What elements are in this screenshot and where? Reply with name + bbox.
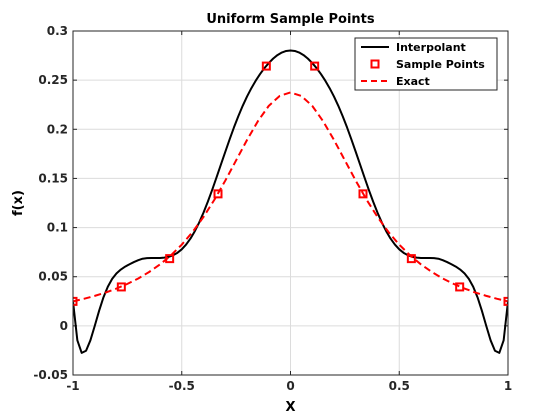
y-tick-label: 0	[60, 319, 68, 333]
y-tick-label: 0.15	[38, 171, 68, 185]
x-tick-label: -0.5	[169, 379, 195, 393]
sample-points-marker	[213, 189, 223, 199]
y-tick-label: 0.3	[47, 24, 68, 38]
sample-points-marker	[310, 61, 320, 71]
y-tick-label: 0.05	[38, 270, 68, 284]
x-tick-label: 1	[504, 379, 512, 393]
legend-label-interpolant: Interpolant	[396, 41, 466, 54]
x-tick-label: 0	[286, 379, 294, 393]
legend-label-sample-points: Sample Points	[396, 58, 485, 71]
chart-title: Uniform Sample Points	[206, 12, 375, 27]
y-axis-label: f(x)	[11, 190, 26, 216]
y-tick-label: 0.1	[47, 221, 68, 235]
y-axis-ticks: -0.05 0 0.05 0.1 0.15 0.2 0.25 0.3	[33, 24, 508, 382]
y-tick-label: 0.25	[38, 73, 68, 87]
sample-points-marker	[165, 254, 175, 264]
sample-points-marker	[406, 254, 416, 264]
x-axis-label: X	[285, 400, 295, 415]
exact-line	[73, 91, 508, 303]
plot-series	[73, 49, 508, 354]
x-tick-label: -1	[66, 379, 79, 393]
sample-points-marker	[503, 296, 508, 306]
sample-points-marker	[73, 296, 78, 306]
legend-marker-sample-points	[370, 59, 380, 69]
sample-points-marker	[358, 189, 368, 199]
sample-points-marker	[116, 282, 126, 292]
x-axis-ticks: -1 -0.5 0 0.5 1	[66, 31, 512, 393]
legend: Interpolant Sample Points Exact	[354, 37, 498, 91]
plot-frame	[72, 30, 509, 376]
x-tick-label: 0.5	[389, 379, 410, 393]
sample-points-marker	[455, 282, 465, 292]
y-tick-label: -0.05	[33, 368, 68, 382]
legend-label-exact: Exact	[396, 75, 430, 88]
sample-points-marker	[261, 61, 271, 71]
y-tick-label: 0.2	[47, 122, 68, 136]
interpolant-line	[73, 49, 508, 354]
